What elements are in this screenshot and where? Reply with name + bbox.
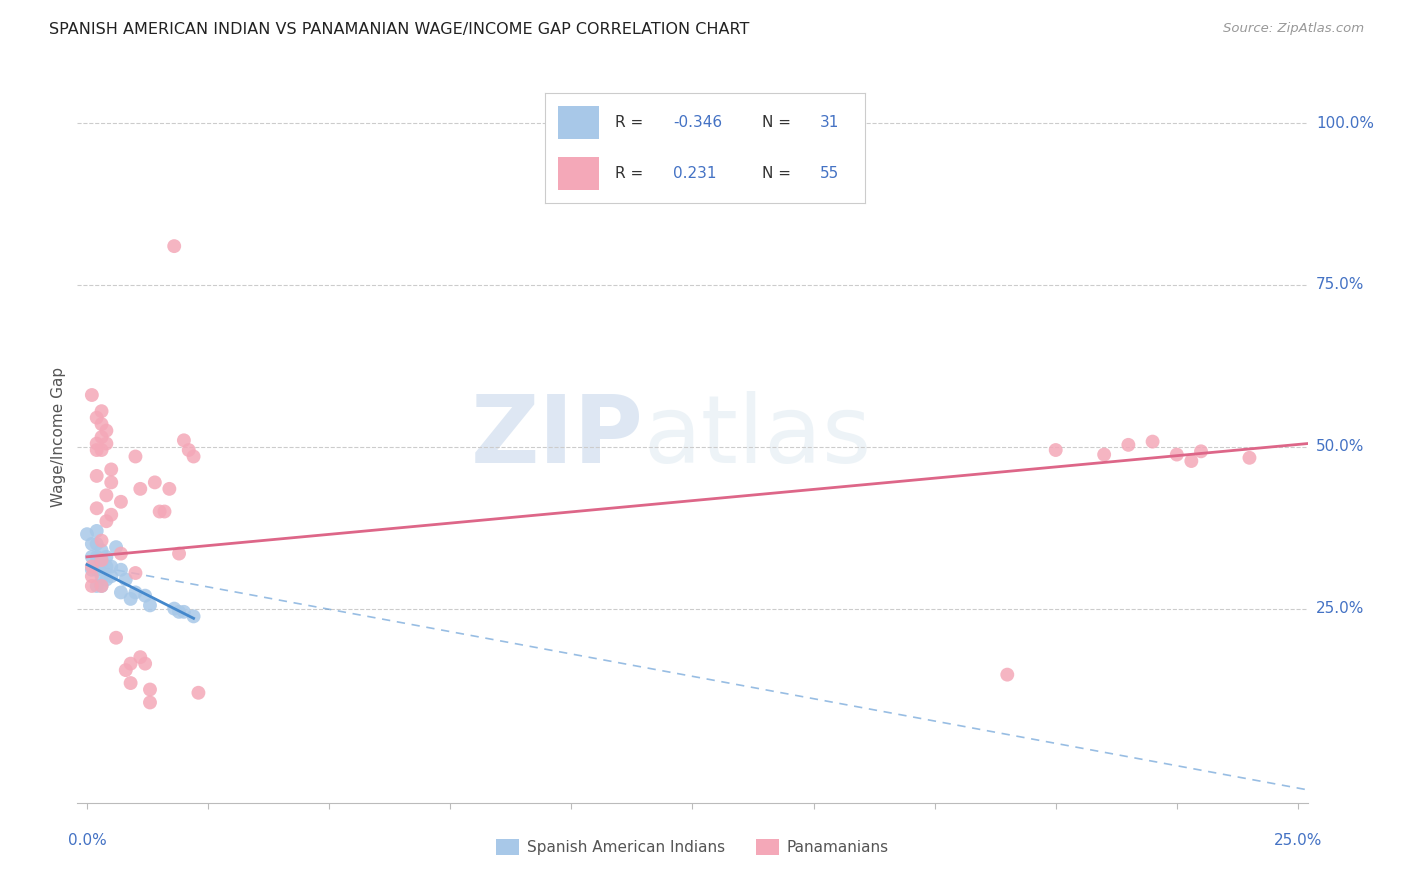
- Point: [177, 443, 200, 458]
- Point: [90, 417, 112, 431]
- Point: [90, 553, 112, 567]
- Point: [80, 569, 103, 583]
- Point: [120, 676, 142, 690]
- Point: [114, 663, 136, 677]
- Point: [139, 696, 162, 710]
- Point: [90, 569, 112, 583]
- Point: [1092, 448, 1115, 462]
- Point: [995, 667, 1018, 681]
- Point: [80, 537, 103, 551]
- Point: [129, 650, 152, 665]
- Point: [100, 508, 122, 522]
- Point: [100, 559, 122, 574]
- Point: [86, 537, 108, 551]
- Point: [86, 469, 108, 483]
- Text: 75.0%: 75.0%: [1316, 277, 1364, 293]
- Point: [86, 410, 108, 425]
- Point: [96, 549, 118, 564]
- Point: [90, 579, 112, 593]
- Text: 0.0%: 0.0%: [67, 833, 107, 848]
- Point: [80, 549, 103, 564]
- Point: [1180, 454, 1202, 468]
- Point: [124, 566, 146, 580]
- Point: [1166, 448, 1188, 462]
- Point: [96, 424, 118, 438]
- Point: [80, 563, 103, 577]
- Text: 100.0%: 100.0%: [1316, 116, 1374, 130]
- Point: [110, 495, 132, 509]
- Point: [86, 436, 108, 450]
- Point: [167, 547, 190, 561]
- Point: [124, 585, 146, 599]
- Point: [1142, 434, 1164, 449]
- Point: [80, 579, 103, 593]
- Point: [100, 475, 122, 490]
- Point: [90, 559, 112, 574]
- Point: [86, 563, 108, 577]
- Text: atlas: atlas: [644, 391, 872, 483]
- Point: [100, 569, 122, 583]
- Point: [139, 599, 162, 613]
- Point: [1118, 438, 1140, 452]
- Point: [96, 514, 118, 528]
- Point: [163, 601, 186, 615]
- Point: [90, 553, 112, 567]
- Point: [124, 450, 146, 464]
- Text: Source: ZipAtlas.com: Source: ZipAtlas.com: [1223, 22, 1364, 36]
- Text: 25.0%: 25.0%: [1274, 833, 1322, 848]
- Point: [90, 543, 112, 558]
- Point: [173, 605, 195, 619]
- Point: [1239, 450, 1261, 465]
- Point: [96, 559, 118, 574]
- Point: [110, 585, 132, 599]
- Point: [1189, 444, 1212, 458]
- Point: [90, 443, 112, 458]
- Point: [143, 475, 166, 490]
- Point: [120, 657, 142, 671]
- Point: [183, 609, 205, 624]
- Point: [86, 579, 108, 593]
- Text: ZIP: ZIP: [471, 391, 644, 483]
- Point: [153, 504, 176, 518]
- Point: [100, 462, 122, 476]
- Point: [96, 573, 118, 587]
- Point: [105, 631, 128, 645]
- Point: [86, 549, 108, 564]
- Point: [120, 591, 142, 606]
- Point: [134, 589, 156, 603]
- Point: [167, 605, 190, 619]
- Point: [90, 579, 112, 593]
- Text: SPANISH AMERICAN INDIAN VS PANAMANIAN WAGE/INCOME GAP CORRELATION CHART: SPANISH AMERICAN INDIAN VS PANAMANIAN WA…: [49, 22, 749, 37]
- Point: [157, 482, 180, 496]
- Y-axis label: Wage/Income Gap: Wage/Income Gap: [51, 367, 66, 508]
- Point: [173, 434, 195, 448]
- Point: [86, 443, 108, 458]
- Point: [90, 533, 112, 548]
- Point: [105, 540, 128, 554]
- Point: [110, 563, 132, 577]
- Point: [187, 686, 209, 700]
- Legend: Spanish American Indians, Panamanians: Spanish American Indians, Panamanians: [491, 833, 894, 861]
- Point: [134, 657, 156, 671]
- Point: [1045, 443, 1067, 458]
- Point: [139, 682, 162, 697]
- Point: [114, 573, 136, 587]
- Point: [96, 488, 118, 502]
- Point: [76, 527, 98, 541]
- Point: [90, 430, 112, 444]
- Point: [80, 388, 103, 402]
- Point: [96, 436, 118, 450]
- Text: 50.0%: 50.0%: [1316, 439, 1364, 454]
- Text: 25.0%: 25.0%: [1316, 601, 1364, 616]
- Point: [90, 404, 112, 418]
- Point: [86, 524, 108, 538]
- Point: [80, 559, 103, 574]
- Point: [163, 239, 186, 253]
- Point: [86, 501, 108, 516]
- Point: [129, 482, 152, 496]
- Point: [110, 547, 132, 561]
- Point: [149, 504, 172, 518]
- Point: [183, 450, 205, 464]
